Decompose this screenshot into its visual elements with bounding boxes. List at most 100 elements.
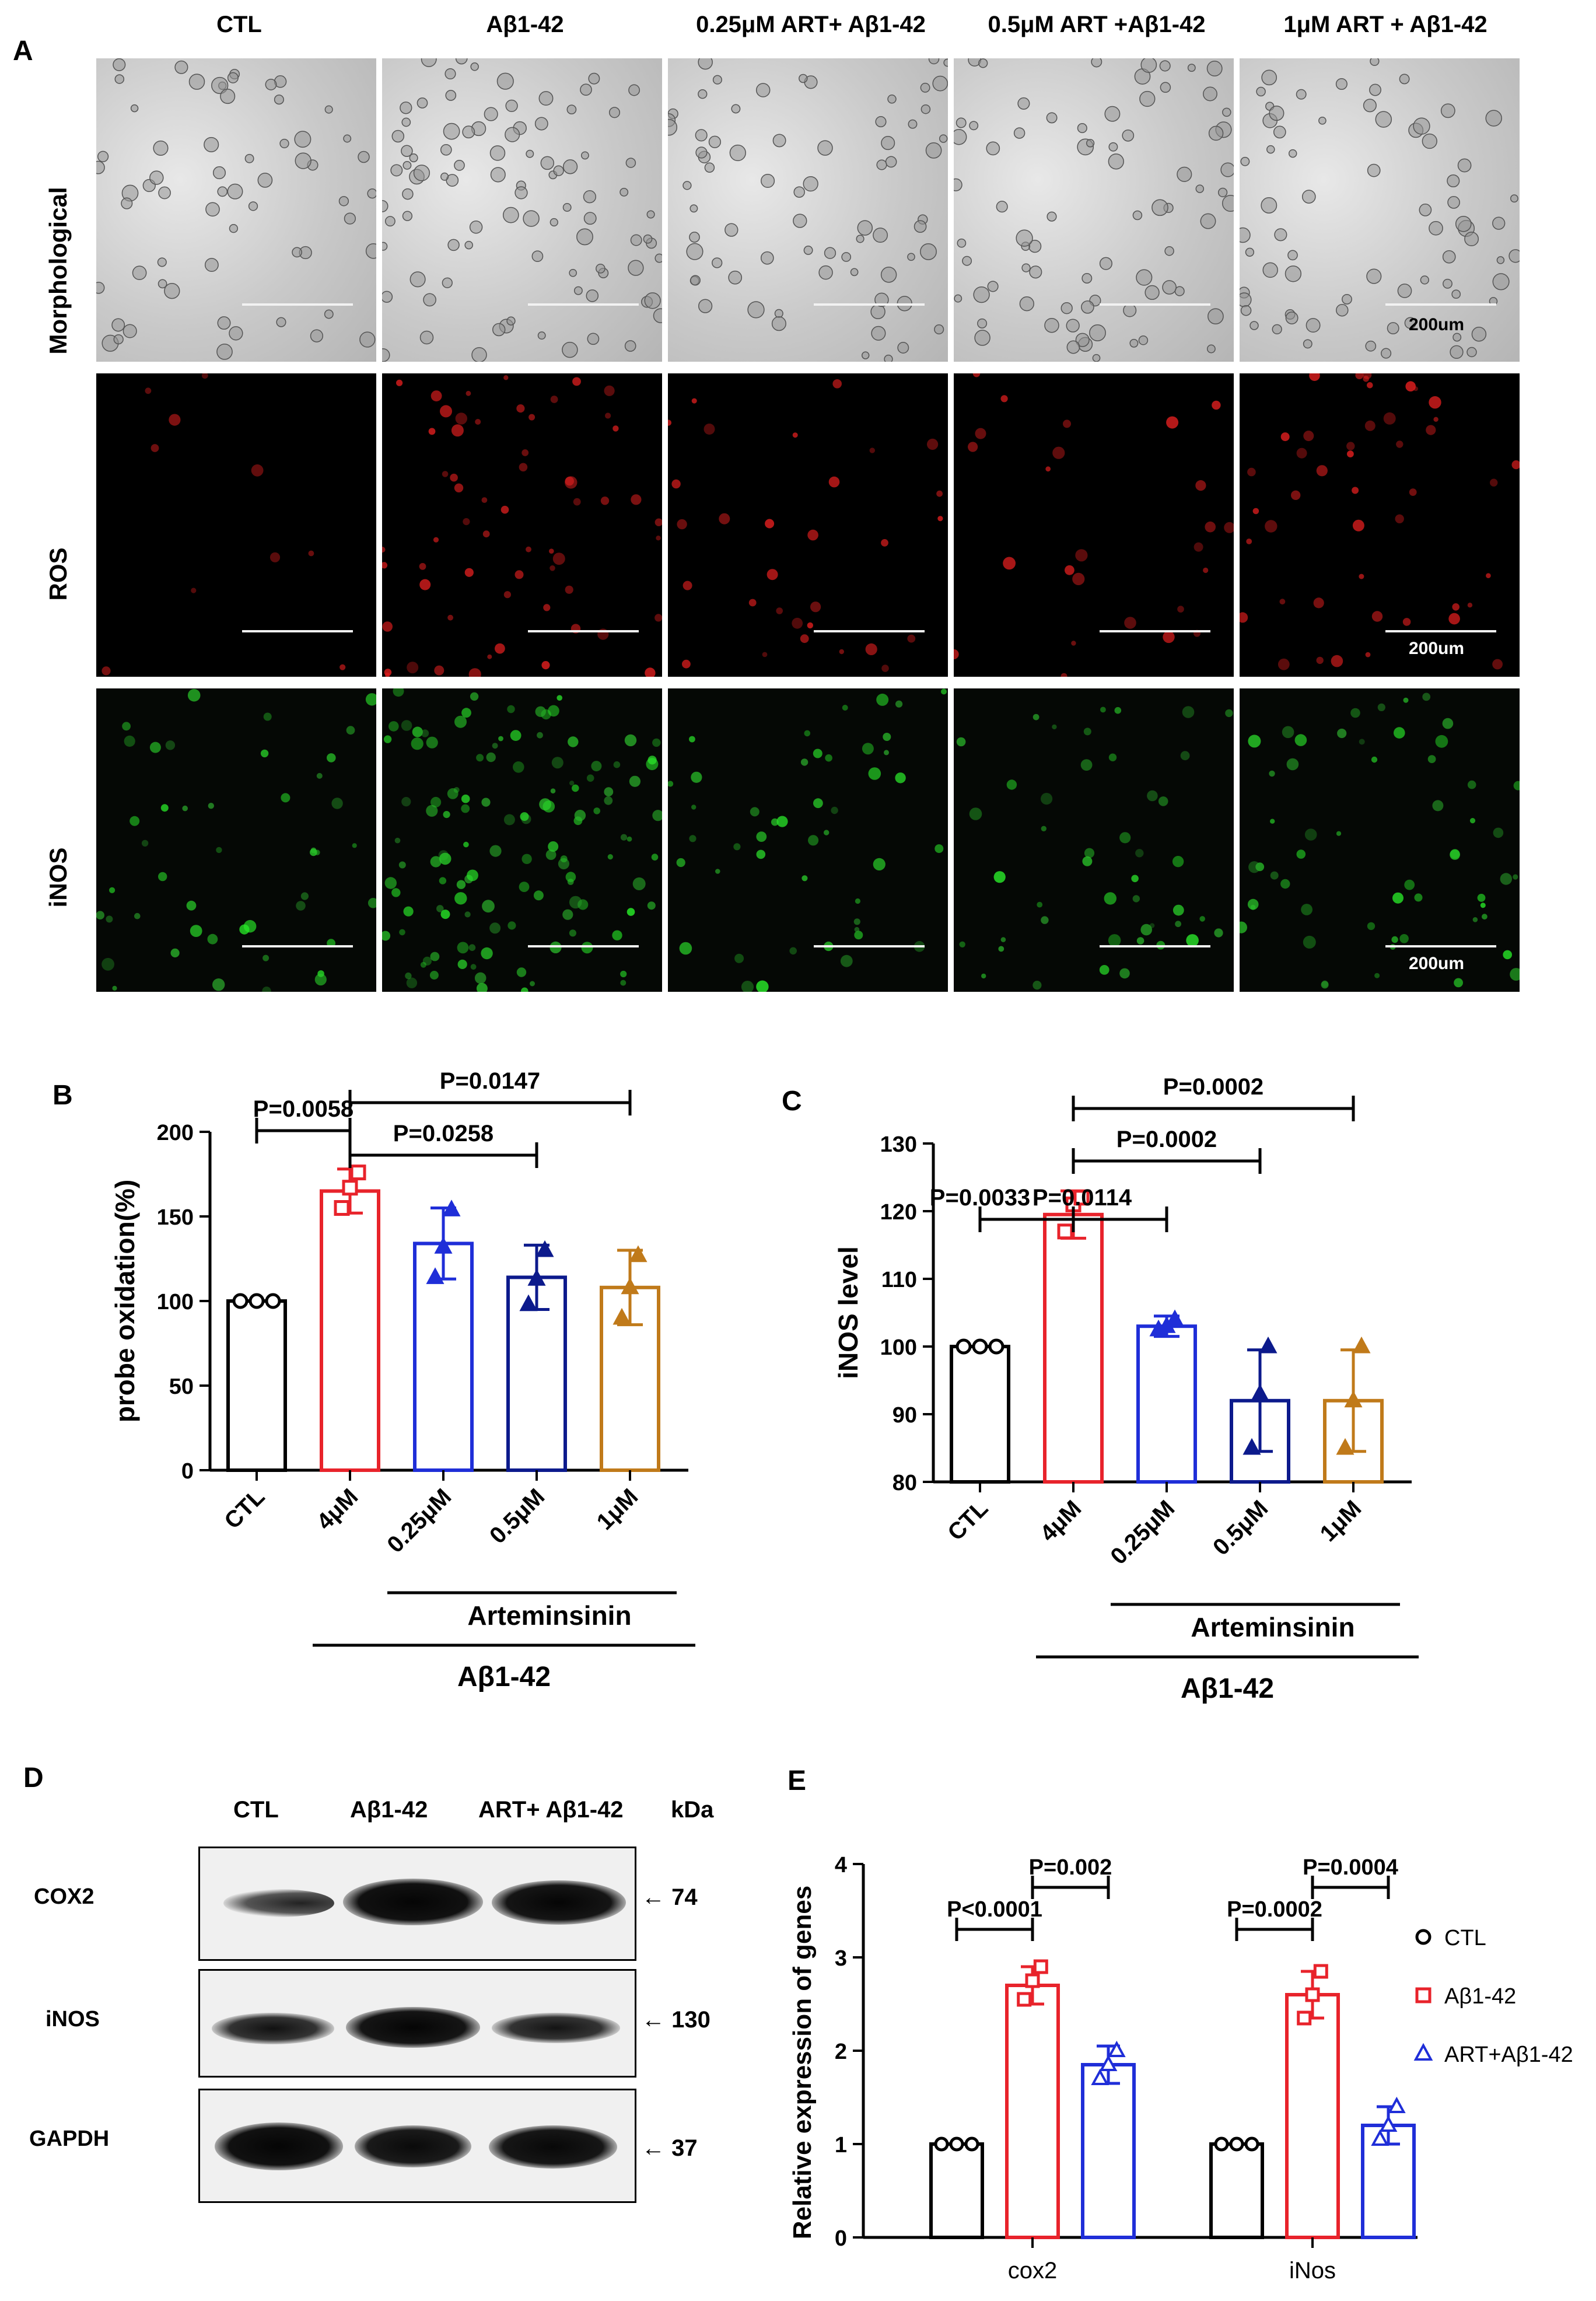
data-point (621, 1277, 639, 1295)
cell (419, 330, 434, 345)
row-header-morphological: Morphological (44, 187, 72, 355)
cell (689, 232, 700, 243)
cell (1135, 849, 1144, 858)
cell (262, 987, 271, 992)
cell (149, 742, 161, 753)
cell (324, 309, 334, 319)
cell (1513, 874, 1518, 880)
cell (182, 805, 188, 812)
cell (1029, 265, 1042, 279)
data-point (629, 1245, 648, 1263)
cell (469, 221, 483, 234)
blot-label-gapdh: GAPDH (29, 2127, 110, 2151)
blot-cox2 (198, 1847, 636, 1961)
scale-bar (242, 945, 353, 947)
cell-field (102, 373, 346, 676)
cell (1363, 373, 1372, 379)
cell (620, 970, 627, 978)
cell (212, 978, 225, 991)
cell (630, 234, 642, 246)
cell (962, 256, 972, 266)
cell (695, 146, 708, 159)
cell (1420, 275, 1429, 285)
cell (343, 134, 352, 143)
cell (1060, 673, 1068, 677)
cell (1270, 819, 1275, 824)
cell (776, 816, 788, 827)
panel-label-d: D (23, 1763, 44, 1793)
cell (1019, 296, 1034, 312)
cell (455, 58, 468, 65)
cell (134, 912, 141, 919)
cell (1269, 106, 1284, 121)
cell (1071, 641, 1076, 646)
cell (1346, 442, 1355, 450)
cell (937, 516, 943, 522)
data-point (956, 1338, 972, 1355)
cell (1472, 917, 1478, 922)
cell (604, 796, 613, 805)
cell (443, 811, 450, 819)
cell (613, 761, 621, 768)
cell (583, 190, 597, 204)
cell (1091, 58, 1102, 68)
cell-field (668, 688, 947, 992)
scale-label: 200um (1409, 954, 1465, 973)
cell (632, 877, 646, 890)
cell (1222, 107, 1231, 117)
cell (1240, 921, 1247, 933)
cell (514, 186, 528, 200)
cell (876, 693, 889, 706)
cell (1313, 597, 1324, 609)
data-point (1251, 1384, 1269, 1401)
p-value-label: P=0.0058 (253, 1096, 354, 1122)
data-point (334, 1200, 350, 1216)
cell (402, 211, 413, 221)
cell (987, 281, 999, 292)
cell (807, 529, 818, 541)
cell (270, 552, 281, 562)
cell (668, 118, 678, 136)
cell (679, 942, 692, 955)
cell (1492, 216, 1506, 230)
cell (401, 145, 413, 157)
cell (1443, 278, 1452, 289)
cell (443, 123, 460, 140)
cell (1402, 618, 1411, 626)
cell (279, 138, 289, 149)
cell (1072, 572, 1085, 585)
cell (755, 83, 771, 97)
scale-bar (1385, 303, 1496, 306)
cell (704, 162, 715, 173)
cell (442, 277, 453, 288)
cell (1364, 420, 1376, 431)
cell (1367, 922, 1376, 931)
cell (522, 854, 532, 864)
micrograph-morphological-4 (954, 58, 1234, 362)
cell (1316, 465, 1328, 477)
cell (1447, 174, 1460, 188)
cell (1166, 416, 1179, 429)
micrograph-ros-1 (96, 373, 376, 677)
cell (1442, 718, 1454, 729)
data-point (1099, 2054, 1118, 2071)
cell (1119, 832, 1131, 844)
cell (1355, 373, 1364, 379)
cell (541, 661, 550, 670)
blot-inos (198, 1969, 636, 2078)
cell (519, 882, 530, 892)
cell (174, 60, 188, 74)
cell (628, 84, 640, 96)
group-label-art: Arteminsinin (467, 1600, 631, 1631)
cell (1262, 262, 1278, 278)
cell (496, 72, 514, 90)
cell (382, 348, 390, 362)
cell (1099, 257, 1112, 270)
cell (109, 887, 116, 893)
cell (402, 160, 412, 170)
cell (365, 693, 376, 706)
panel-label-b: B (52, 1080, 73, 1111)
cell (1114, 707, 1122, 714)
bar (929, 2142, 984, 2239)
cell (676, 858, 685, 868)
